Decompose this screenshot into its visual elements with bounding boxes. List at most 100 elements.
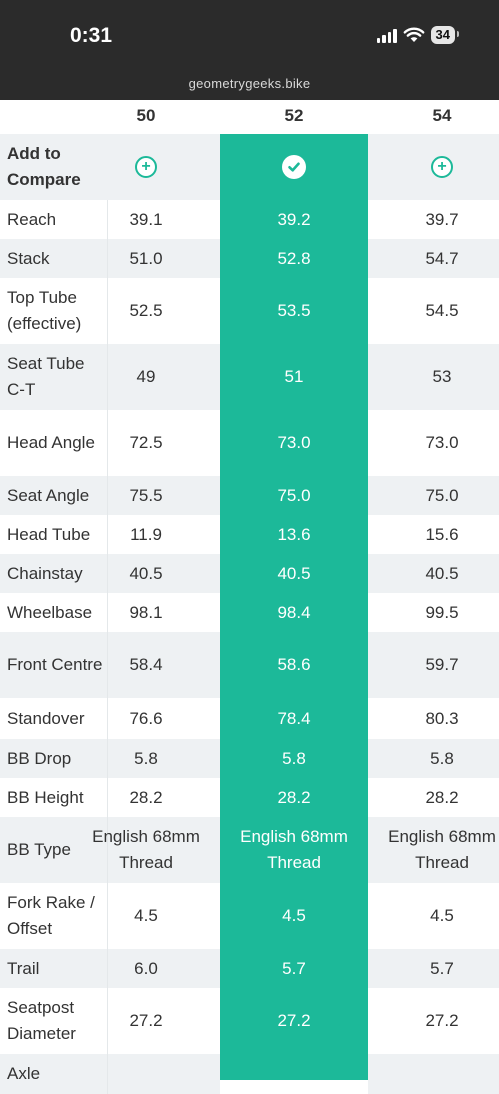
cell-size-54: 53 <box>432 367 452 386</box>
cell-size-52: 58.6 <box>277 655 311 674</box>
geometry-row: Front Centre 58.4 58.6 59.7 <box>0 632 499 698</box>
row-label: BB Height <box>7 787 84 807</box>
cell-size-54: 59.7 <box>425 655 459 674</box>
cell-size-50: 52.5 <box>129 301 163 320</box>
geometry-row: Seat Tube C-T 49 51 53 <box>0 344 499 410</box>
cell-size-50: 58.4 <box>129 655 163 674</box>
row-label: BB Type <box>7 840 71 859</box>
cell-size-50: 28.2 <box>129 787 163 807</box>
cell-size-50: 51.0 <box>129 248 163 268</box>
cell-size-50: 5.8 <box>134 748 158 768</box>
geometry-row: Standover 76.6 78.4 80.3 <box>0 698 499 739</box>
row-label: Axle <box>7 1064 41 1083</box>
battery-icon: 34 <box>430 26 460 44</box>
cell-size-52: 28.2 <box>277 787 311 807</box>
geometry-row: BB Drop 5.8 5.8 5.8 <box>0 739 499 778</box>
cell-size-54: 5.7 <box>430 958 454 978</box>
row-label: Seatpost Diameter <box>7 998 76 1043</box>
cell-size-52: 39.2 <box>277 209 311 229</box>
cell-size-54: 28.2 <box>425 787 459 807</box>
add-compare-54-plus-icon[interactable]: + <box>431 156 453 178</box>
cell-size-52: 13.6 <box>277 524 311 544</box>
cell-size-50: 39.1 <box>129 209 163 229</box>
row-label: Head Angle <box>7 433 95 452</box>
cell-size-54: 39.7 <box>425 209 459 229</box>
row-label: Head Tube <box>7 524 91 544</box>
url-bar[interactable]: geometrygeeks.bike <box>188 76 311 91</box>
cell-size-52: 40.5 <box>277 563 311 583</box>
cell-size-50: 40.5 <box>129 563 163 583</box>
cell-size-52: 27.2 <box>277 1011 311 1030</box>
geometry-row: Stack 51.0 52.8 54.7 <box>0 239 499 278</box>
size-header-50: 50 <box>136 106 156 125</box>
cell-size-52: 5.8 <box>282 748 306 768</box>
row-label: Wheelbase <box>7 602 93 622</box>
cell-size-52: 78.4 <box>277 708 311 728</box>
compare-row: Add to Compare + + <box>0 134 499 200</box>
row-label: BB Drop <box>7 748 72 768</box>
cell-size-50: 27.2 <box>129 1011 163 1030</box>
geometry-row: Wheelbase 98.1 98.4 99.5 <box>0 593 499 632</box>
geometry-row: Top Tube (effective) 52.5 53.5 54.5 <box>0 278 499 344</box>
row-label: Seat Angle <box>7 485 90 505</box>
row-label: Seat Tube C-T <box>7 354 85 399</box>
cell-size-54: 75.0 <box>425 485 459 505</box>
status-bar: 0:31 34 geometrygeeks.bike <box>0 0 499 100</box>
geometry-row: BB Type English 68mm Thread English 68mm T… <box>0 817 499 883</box>
cell-size-52: 51 <box>284 367 304 386</box>
wifi-icon <box>403 27 424 42</box>
geometry-row: Reach 39.1 39.2 39.7 <box>0 200 499 239</box>
cell-size-52: 5.7 <box>282 958 306 978</box>
status-icons: 34 <box>376 26 460 44</box>
size-header-52: 52 <box>284 106 304 125</box>
geometry-row: BB Height 28.2 28.2 28.2 <box>0 778 499 817</box>
cell-size-54: 99.5 <box>425 602 459 622</box>
cell-size-50: English 68mm Thread <box>92 827 200 872</box>
compare-52-check-icon[interactable] <box>282 155 306 179</box>
cell-size-54: 54.7 <box>425 248 459 268</box>
cell-size-54: 5.8 <box>430 748 454 768</box>
geometry-row: Seat Angle 75.5 75.0 75.0 <box>0 476 499 515</box>
cellular-signal-icon <box>376 27 397 43</box>
size-header-54: 54 <box>432 106 452 125</box>
geometry-row: Axle <box>0 1054 499 1094</box>
row-label: Chainstay <box>7 563 83 583</box>
cell-size-50: 49 <box>136 367 156 386</box>
cell-size-54 <box>368 1054 499 1094</box>
row-label: Front Centre <box>7 655 103 674</box>
cell-size-50: 4.5 <box>134 906 158 925</box>
geometry-row: Head Tube 11.9 13.6 15.6 <box>0 515 499 554</box>
cell-size-52: 53.5 <box>277 301 311 320</box>
geometry-row: Chainstay 40.5 40.5 40.5 <box>0 554 499 593</box>
cell-size-50: 72.5 <box>129 433 163 452</box>
cell-size-50: 76.6 <box>129 708 163 728</box>
cell-size-50: 11.9 <box>130 524 162 544</box>
cell-size-50: 98.1 <box>129 602 163 622</box>
cell-size-54: 4.5 <box>430 906 454 925</box>
row-label: Fork Rake / Offset <box>7 893 95 938</box>
cell-size-50 <box>72 1054 220 1094</box>
geometry-row: Head Angle 72.5 73.0 73.0 <box>0 410 499 476</box>
row-label: Standover <box>7 708 85 728</box>
add-compare-50-plus-icon[interactable]: + <box>135 156 157 178</box>
geometry-row: Seatpost Diameter 27.2 27.2 27.2 <box>0 988 499 1054</box>
cell-size-50: 6.0 <box>134 958 158 978</box>
compare-label: Add to Compare <box>7 144 81 189</box>
geometry-row: Trail 6.0 5.7 5.7 <box>0 949 499 988</box>
cell-size-52 <box>220 1054 368 1094</box>
cell-size-52: English 68mm Thread <box>240 827 348 872</box>
cell-size-52: 73.0 <box>277 433 311 452</box>
cell-size-52: 52.8 <box>277 248 311 268</box>
cell-size-54: 40.5 <box>425 563 459 583</box>
row-label: Trail <box>7 958 40 978</box>
cell-size-54: 27.2 <box>425 1011 459 1030</box>
cell-size-54: 73.0 <box>425 433 459 452</box>
cell-size-52: 4.5 <box>282 906 306 925</box>
selected-column-highlight <box>220 134 368 1080</box>
cell-size-52: 75.0 <box>277 485 311 505</box>
clock: 0:31 <box>70 24 113 47</box>
size-header-row: 50 52 54 <box>0 100 499 134</box>
row-label: Reach <box>7 209 57 229</box>
cell-size-54: English 68mm Thread <box>388 827 496 872</box>
cell-size-52: 98.4 <box>277 602 311 622</box>
